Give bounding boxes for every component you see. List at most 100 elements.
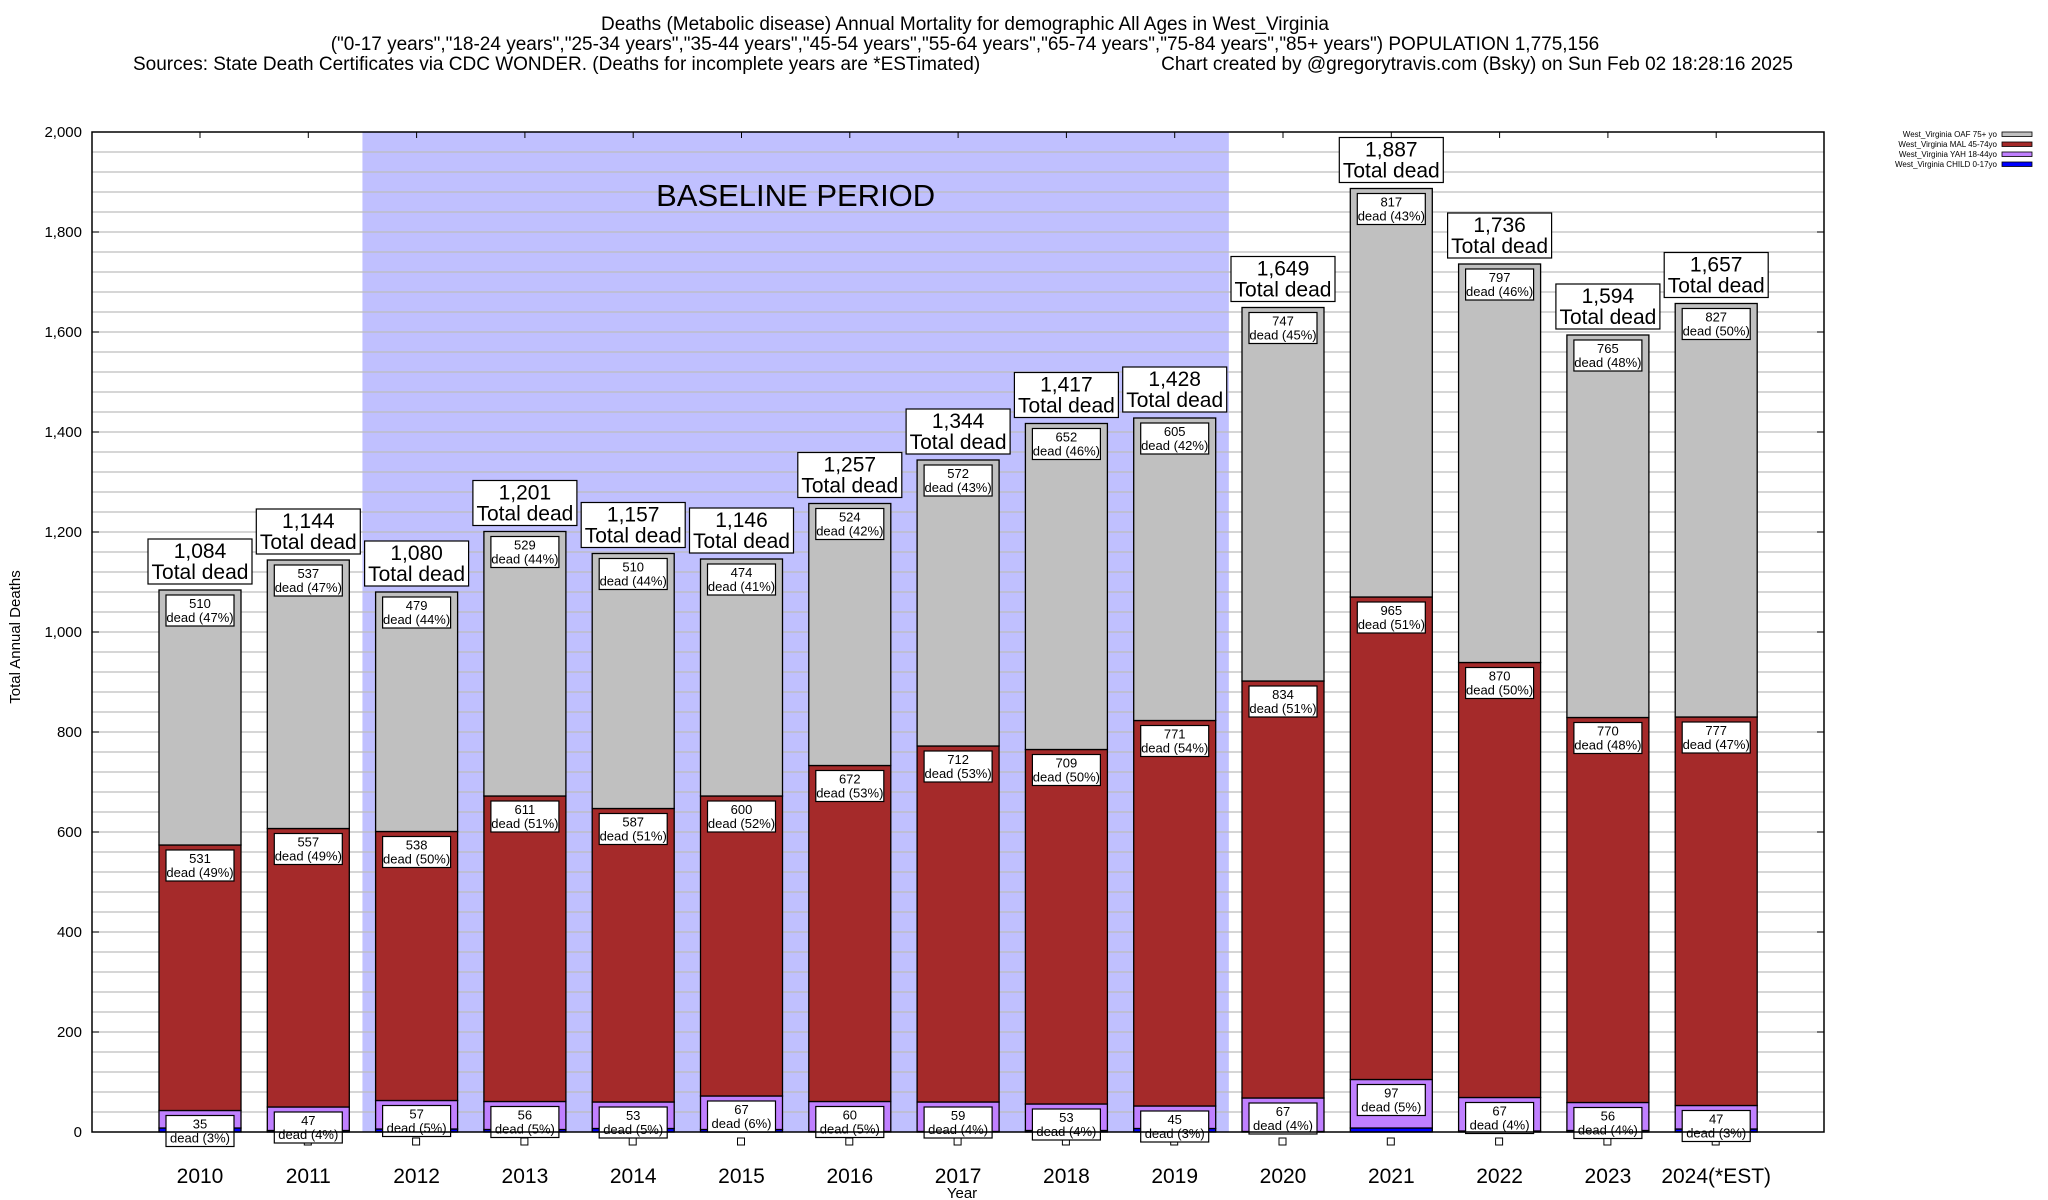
legend-label: West_Virginia CHILD 0-17yo (1895, 160, 1998, 169)
segment-value-label: 777 (1705, 723, 1727, 738)
segment-pct-label: dead (50%) (1033, 770, 1100, 785)
segment-label-box (1681, 1109, 1751, 1143)
segment-label-box (382, 596, 452, 629)
child-label-marker (628, 1137, 637, 1146)
x-tick-label: 2022 (1476, 1165, 1523, 1188)
total-caption-label: Total dead (693, 530, 790, 553)
total-label-box (1338, 136, 1444, 184)
segment-label-box (923, 464, 993, 497)
segment-label-box (1681, 307, 1751, 341)
y-tick-label: 400 (57, 924, 82, 941)
bar-segment-mal (1457, 661, 1542, 1099)
segment-value-label: 47 (301, 1113, 315, 1128)
segment-pct-label: dead (50%) (1683, 324, 1750, 339)
legend-label: West_Virginia MAL 45-74yo (1898, 140, 1997, 149)
segment-label-box (598, 1106, 668, 1139)
segment-label-box (1464, 666, 1535, 700)
x-tick-label: 2014 (610, 1165, 657, 1188)
segment-pct-label: dead (41%) (708, 579, 775, 594)
segment-value-label: 611 (515, 802, 536, 817)
child-label-marker (1278, 1137, 1287, 1146)
segment-pct-label: dead (5%) (387, 1121, 447, 1136)
segment-value-label: 60 (843, 1108, 857, 1123)
segment-pct-label: dead (46%) (1033, 444, 1100, 459)
segment-label-box (273, 832, 343, 866)
total-caption-label: Total dead (368, 563, 465, 586)
segment-pct-label: dead (44%) (600, 574, 667, 589)
total-value-label: 1,144 (282, 510, 335, 533)
segment-pct-label: dead (5%) (495, 1122, 555, 1137)
segment-pct-label: dead (3%) (170, 1131, 230, 1146)
total-caption-label: Total dead (1018, 395, 1115, 418)
total-caption-label: Total dead (1235, 279, 1332, 302)
segment-value-label: 474 (731, 565, 753, 580)
bar-segment-oaf (591, 552, 675, 810)
segment-pct-label: dead (43%) (924, 480, 991, 495)
total-label-box (580, 501, 686, 549)
segment-pct-label: dead (5%) (820, 1122, 880, 1137)
legend-swatch (2001, 131, 2033, 137)
segment-value-label: 817 (1380, 195, 1402, 210)
chart-title: Deaths (Metabolic disease) Annual Mortal… (601, 14, 1329, 35)
segment-label-box (165, 849, 235, 882)
segment-pct-label: dead (4%) (1470, 1118, 1530, 1133)
segment-label-box (1140, 422, 1210, 455)
chart-subtitle: ("0-17 years","18-24 years","25-34 years… (331, 34, 1600, 55)
total-label-box (472, 479, 578, 527)
plot-area: BASELINE PERIOD 0 200 400 600 800 1,000 1,200 1,… (44, 124, 1825, 1188)
segment-label-box (1140, 724, 1210, 758)
segment-pct-label: dead (51%) (600, 829, 667, 844)
segment-value-label: 510 (189, 596, 211, 611)
segment-value-label: 47 (1709, 1112, 1723, 1127)
segment-pct-label: dead (42%) (1141, 438, 1208, 453)
total-label-box (797, 451, 903, 499)
segment-value-label: 56 (1601, 1109, 1615, 1124)
total-value-label: 1,417 (1040, 374, 1093, 397)
segment-pct-label: dead (53%) (816, 786, 883, 801)
x-tick-label: 2018 (1043, 1165, 1090, 1188)
segment-value-label: 827 (1705, 310, 1727, 325)
bar-segment-oaf (158, 589, 242, 846)
segment-value-label: 652 (1056, 430, 1078, 445)
segment-value-label: 537 (297, 566, 319, 581)
x-tick-label: 2013 (502, 1165, 549, 1188)
segment-pct-label: dead (53%) (924, 766, 991, 781)
total-value-label: 1,080 (390, 542, 443, 565)
segment-value-label: 600 (731, 802, 753, 817)
segment-label-box (1356, 601, 1426, 634)
bar-segment-mal (1674, 716, 1758, 1107)
segment-value-label: 605 (1164, 424, 1186, 439)
segment-label-box (1031, 1108, 1102, 1141)
baseline-period-label: BASELINE PERIOD (656, 178, 935, 213)
segment-pct-label: dead (51%) (1358, 617, 1425, 632)
segment-label-box (706, 800, 777, 833)
segment-pct-label: dead (50%) (383, 852, 450, 867)
x-tick-label: 2019 (1151, 1165, 1198, 1188)
bar-segment-mal (1133, 719, 1217, 1107)
segment-pct-label: dead (47%) (1683, 737, 1750, 752)
bar-segment-mal (1024, 748, 1109, 1105)
segment-value-label: 557 (297, 835, 319, 850)
segment-label-box (273, 1111, 343, 1144)
segment-pct-label: dead (43%) (1358, 209, 1425, 224)
total-value-label: 1,344 (932, 410, 985, 433)
total-caption-label: Total dead (910, 431, 1007, 454)
segment-label-box (1031, 427, 1102, 461)
total-value-label: 1,428 (1148, 368, 1201, 391)
segment-value-label: 479 (406, 598, 428, 613)
bar-segment-mal (483, 795, 567, 1103)
segment-value-label: 67 (734, 1102, 748, 1117)
segment-value-label: 45 (1167, 1112, 1181, 1127)
total-label-box (1013, 371, 1120, 419)
y-tick-label: 1,600 (44, 324, 82, 341)
segment-pct-label: dead (52%) (708, 816, 775, 831)
child-label-marker (1495, 1137, 1504, 1146)
segment-value-label: 67 (1492, 1104, 1506, 1119)
segment-label-box (1573, 721, 1643, 755)
segment-pct-label: dead (49%) (166, 865, 233, 880)
legend-swatch (2001, 161, 2033, 167)
x-tick-label: 2020 (1260, 1165, 1307, 1188)
total-value-label: 1,201 (499, 482, 552, 505)
total-value-label: 1,146 (715, 509, 768, 532)
child-label-marker (1386, 1137, 1395, 1146)
